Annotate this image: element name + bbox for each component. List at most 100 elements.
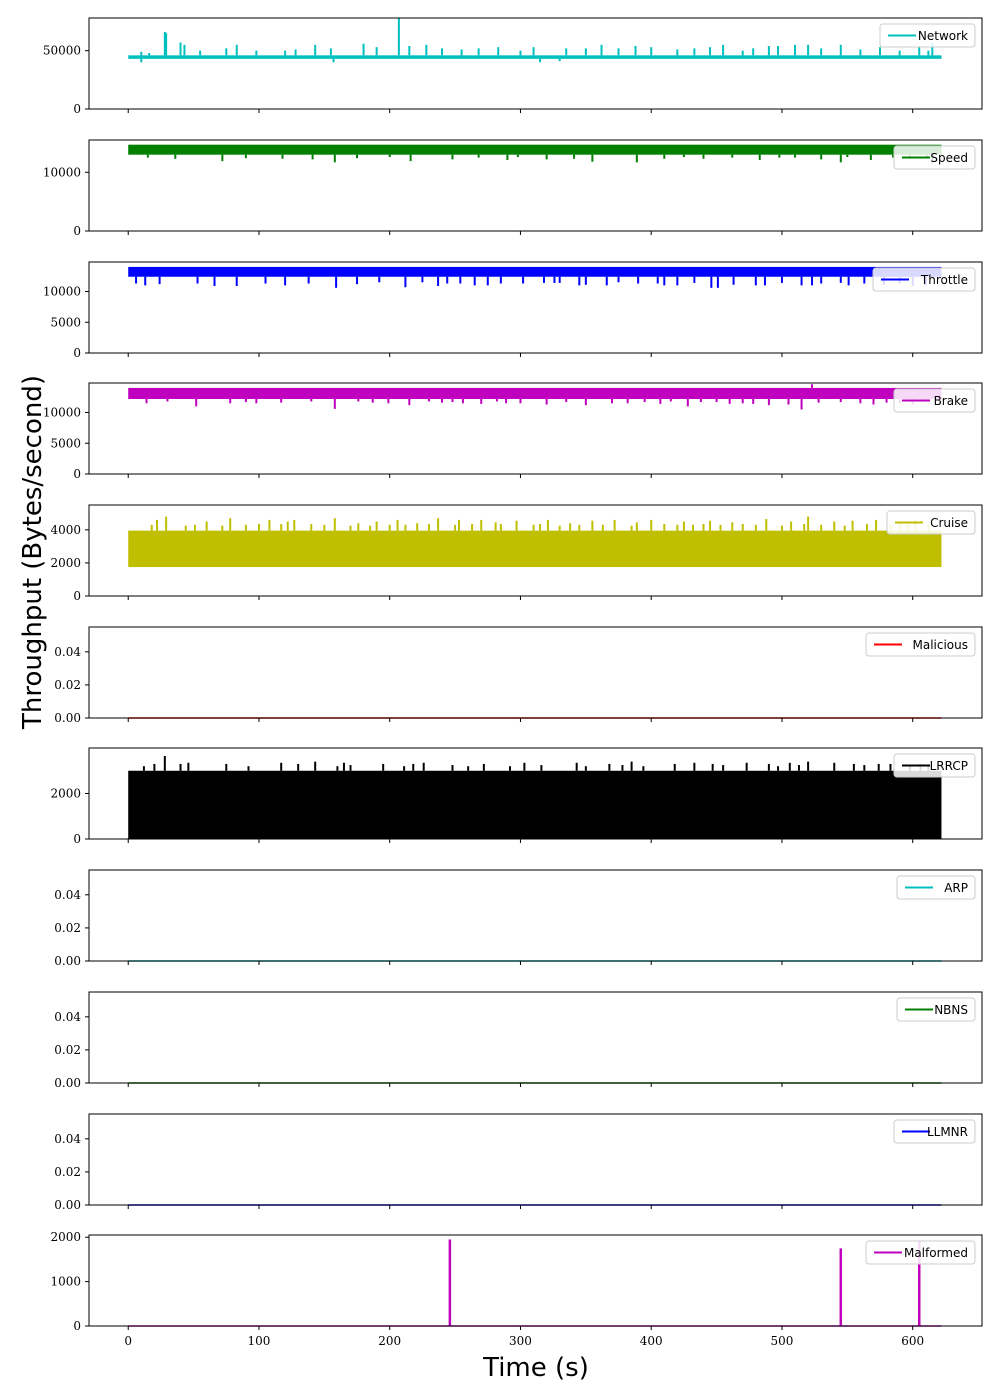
y-tick-label: 0.00 bbox=[54, 1198, 81, 1212]
legend-label: ARP bbox=[944, 881, 968, 895]
x-tick-label: 0 bbox=[124, 1334, 132, 1348]
legend-malicious: Malicious bbox=[865, 632, 976, 657]
y-tick-label: 0.00 bbox=[54, 954, 81, 968]
y-tick-label: 0 bbox=[73, 832, 81, 846]
legend-speed: Speed bbox=[893, 145, 976, 170]
series-band bbox=[128, 530, 942, 568]
y-tick-label: 10000 bbox=[43, 406, 81, 420]
y-tick-label: 0.04 bbox=[54, 1010, 81, 1024]
axes-frame bbox=[88, 504, 983, 597]
panel-cruise: 0 2000 4000 Cruise bbox=[50, 504, 983, 603]
panel-arp: 0.00 0.02 0.04 ARP bbox=[54, 869, 983, 968]
legend-box bbox=[872, 267, 976, 292]
panel-nbns: 0.00 0.02 0.04 NBNS bbox=[54, 991, 983, 1090]
y-tick-label: 50000 bbox=[43, 44, 81, 58]
legend-box bbox=[886, 510, 976, 535]
legend-label: Malformed bbox=[904, 1246, 968, 1260]
legend-nbns: NBNS bbox=[896, 997, 976, 1022]
legend-throttle: Throttle bbox=[872, 267, 976, 292]
legend-label: LLMNR bbox=[927, 1125, 968, 1139]
series-band bbox=[128, 266, 942, 277]
legend-network: Network bbox=[879, 23, 976, 48]
y-tick-label: 0.02 bbox=[54, 678, 81, 692]
y-tick-label: 10000 bbox=[43, 165, 81, 179]
panel-speed: 0 10000 Speed bbox=[43, 139, 983, 238]
panel-lrrcp: 0 2000 LRRCP bbox=[50, 747, 983, 846]
series-brake bbox=[128, 384, 942, 410]
y-tick-label: 0 bbox=[73, 102, 81, 116]
y-tick-label: 0.00 bbox=[54, 711, 81, 725]
legend-label: Throttle bbox=[920, 273, 968, 287]
y-tick-label: 0 bbox=[73, 1319, 81, 1333]
legend-lrrcp: LRRCP bbox=[893, 753, 976, 778]
axes-frame bbox=[88, 626, 983, 719]
axes-frame bbox=[88, 139, 983, 232]
axes-frame bbox=[88, 991, 983, 1084]
series-cruise bbox=[128, 516, 942, 568]
x-tick-label: 400 bbox=[640, 1334, 663, 1348]
panel-malicious: 0.00 0.02 0.04 Malicious bbox=[54, 626, 983, 725]
x-tick-label: 600 bbox=[901, 1334, 924, 1348]
series-speed bbox=[128, 144, 942, 164]
legend-box bbox=[879, 23, 976, 48]
axes-frame bbox=[88, 1113, 983, 1206]
legend-label: Cruise bbox=[930, 516, 968, 530]
axes-frame bbox=[88, 869, 983, 962]
y-tick-label: 10000 bbox=[43, 285, 81, 299]
legend-box bbox=[893, 753, 976, 778]
legend-box bbox=[893, 388, 976, 413]
y-tick-label: 0.02 bbox=[54, 1043, 81, 1057]
series-lrrcp bbox=[128, 755, 942, 839]
legend-box bbox=[893, 1119, 976, 1144]
legend-box bbox=[865, 632, 976, 657]
legend-malformed: Malformed bbox=[865, 1240, 976, 1265]
y-tick-label: 0.04 bbox=[54, 1132, 81, 1146]
y-tick-label: 0.00 bbox=[54, 1076, 81, 1090]
series-throttle bbox=[128, 266, 942, 288]
y-tick-label: 1000 bbox=[50, 1275, 81, 1289]
y-tick-label: 0 bbox=[73, 346, 81, 360]
series-band bbox=[128, 144, 942, 155]
axes-frame bbox=[88, 1234, 983, 1327]
y-tick-label: 5000 bbox=[50, 315, 81, 329]
y-tick-label: 2000 bbox=[50, 1230, 81, 1244]
panel-throttle: 0 5000 10000 Throttle bbox=[43, 261, 983, 360]
legend-box bbox=[865, 1240, 976, 1265]
axes-frame bbox=[88, 17, 983, 110]
legend-label: Network bbox=[918, 29, 968, 43]
y-tick-label: 0 bbox=[73, 224, 81, 238]
y-tick-label: 5000 bbox=[50, 436, 81, 450]
y-axis-label: Throughput (Bytes/second) bbox=[18, 375, 48, 730]
y-tick-label: 2000 bbox=[50, 787, 81, 801]
panels: 050000Network010000Speed0500010000Thrott… bbox=[43, 17, 983, 1348]
series-band bbox=[128, 55, 942, 59]
panel-brake: 0 5000 10000 Brake bbox=[43, 382, 983, 481]
x-tick-label: 200 bbox=[378, 1334, 401, 1348]
panel-network: 0 50000 Network bbox=[43, 17, 983, 116]
x-tick-label: 500 bbox=[771, 1334, 794, 1348]
y-tick-label: 2000 bbox=[50, 556, 81, 570]
series-malformed bbox=[128, 1239, 942, 1327]
y-tick-label: 0 bbox=[73, 589, 81, 603]
legend-box bbox=[896, 997, 976, 1022]
legend-label: Speed bbox=[930, 151, 968, 165]
legend-label: NBNS bbox=[934, 1003, 968, 1017]
legend-arp: ARP bbox=[896, 875, 976, 900]
x-tick-label: 100 bbox=[248, 1334, 271, 1348]
legend-box bbox=[893, 145, 976, 170]
legend-box bbox=[896, 875, 976, 900]
y-tick-label: 0.02 bbox=[54, 1165, 81, 1179]
y-tick-label: 0.02 bbox=[54, 921, 81, 935]
y-tick-label: 0.04 bbox=[54, 888, 81, 902]
legend-label: LRRCP bbox=[930, 759, 968, 773]
legend-label: Malicious bbox=[912, 638, 968, 652]
x-tick-label: 300 bbox=[509, 1334, 532, 1348]
legend-brake: Brake bbox=[893, 388, 976, 413]
panel-llmnr: 0.00 0.02 0.04 LLMNR bbox=[54, 1113, 983, 1212]
y-tick-label: 4000 bbox=[50, 523, 81, 537]
y-tick-label: 0.04 bbox=[54, 645, 81, 659]
series-network bbox=[128, 18, 942, 63]
axes-frame bbox=[88, 382, 983, 475]
legend-llmnr: LLMNR bbox=[893, 1119, 976, 1144]
